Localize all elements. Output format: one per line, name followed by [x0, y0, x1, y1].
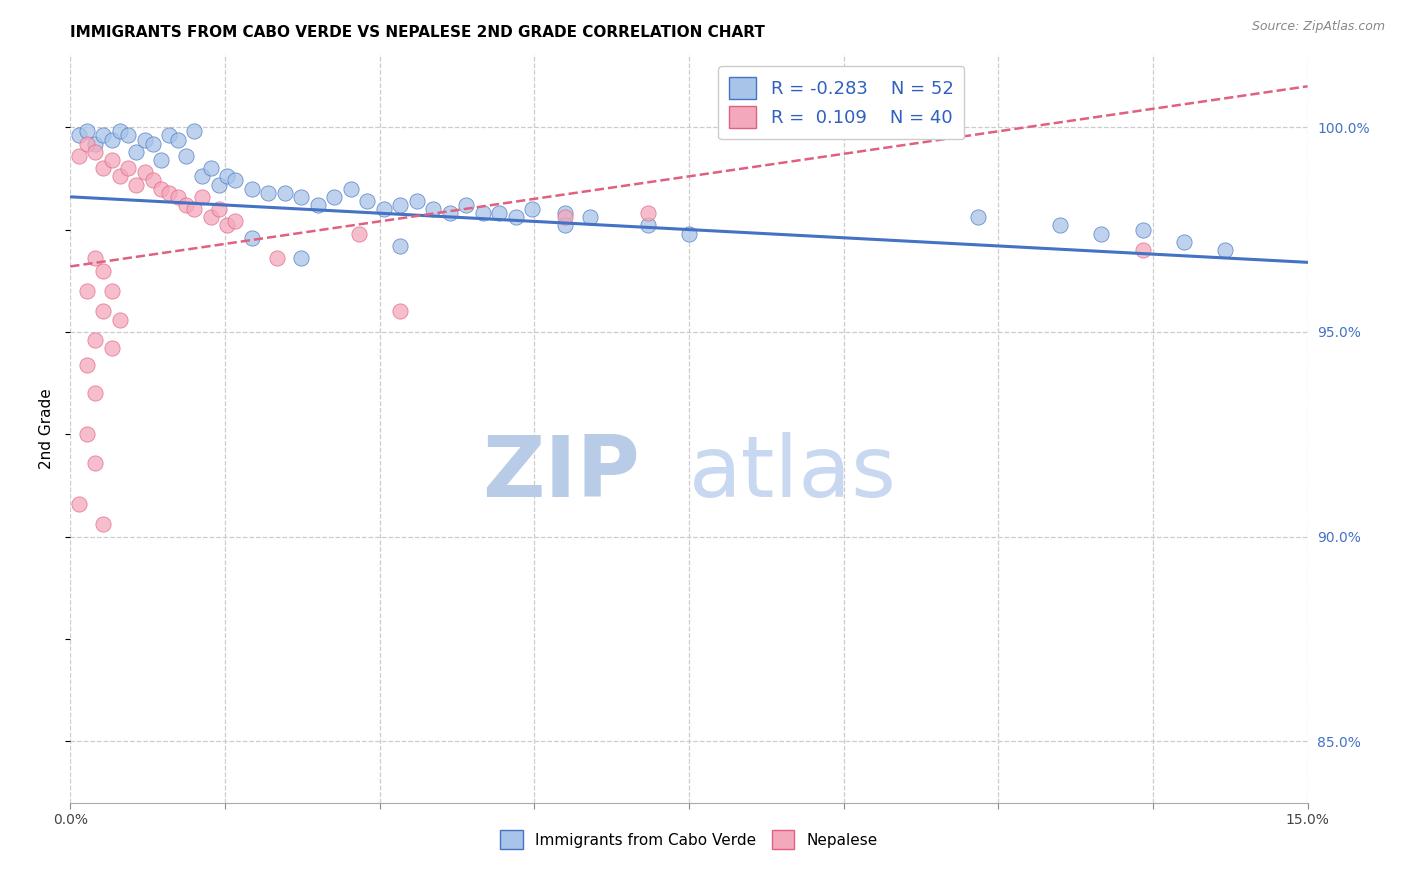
Point: [215, 219, 238, 233]
Point: [200, 211, 222, 225]
Point: [84, 145, 107, 159]
Point: [1132, 243, 1154, 257]
Point: [100, 341, 122, 355]
Point: [215, 169, 238, 184]
Point: [84, 252, 107, 266]
Point: [100, 153, 122, 167]
Point: [91, 304, 114, 318]
Point: [76, 124, 98, 138]
Point: [290, 190, 312, 204]
Text: IMMIGRANTS FROM CABO VERDE VS NEPALESE 2ND GRADE CORRELATION CHART: IMMIGRANTS FROM CABO VERDE VS NEPALESE 2…: [70, 25, 765, 40]
Point: [142, 136, 165, 151]
Point: [1090, 227, 1112, 241]
Point: [134, 132, 156, 146]
Point: [554, 219, 576, 233]
Legend: Immigrants from Cabo Verde, Nepalese: Immigrants from Cabo Verde, Nepalese: [494, 824, 884, 855]
Point: [678, 227, 700, 241]
Point: [257, 186, 280, 200]
Point: [579, 211, 602, 225]
Point: [67, 497, 90, 511]
Point: [208, 202, 231, 216]
Point: [84, 456, 107, 470]
Point: [76, 136, 98, 151]
Point: [191, 169, 214, 184]
Point: [125, 145, 148, 159]
Point: [100, 284, 122, 298]
Point: [166, 132, 188, 146]
Point: [966, 211, 988, 225]
Point: [405, 194, 427, 208]
Point: [67, 149, 90, 163]
Point: [84, 386, 107, 401]
Point: [150, 153, 173, 167]
Point: [274, 186, 297, 200]
Point: [240, 181, 263, 195]
Point: [373, 202, 395, 216]
Text: atlas: atlas: [689, 432, 897, 515]
Point: [224, 173, 246, 187]
Point: [1173, 235, 1195, 249]
Point: [134, 165, 156, 179]
Point: [84, 136, 107, 151]
Text: Source: ZipAtlas.com: Source: ZipAtlas.com: [1251, 20, 1385, 33]
Point: [108, 169, 131, 184]
Point: [76, 427, 98, 442]
Point: [1132, 222, 1154, 236]
Point: [108, 312, 131, 326]
Point: [76, 284, 98, 298]
Point: [183, 202, 205, 216]
Point: [191, 190, 214, 204]
Point: [150, 181, 173, 195]
Point: [505, 211, 527, 225]
Point: [554, 211, 576, 225]
Point: [100, 132, 122, 146]
Point: [389, 198, 412, 212]
Point: [637, 206, 659, 220]
Point: [76, 358, 98, 372]
Point: [200, 161, 222, 176]
Point: [637, 219, 659, 233]
Point: [347, 227, 370, 241]
Point: [91, 517, 114, 532]
Point: [240, 231, 263, 245]
Point: [389, 239, 412, 253]
Y-axis label: 2nd Grade: 2nd Grade: [39, 388, 55, 468]
Point: [307, 198, 329, 212]
Point: [389, 304, 412, 318]
Point: [439, 206, 461, 220]
Text: ZIP: ZIP: [482, 432, 640, 515]
Point: [91, 161, 114, 176]
Point: [174, 149, 197, 163]
Point: [554, 206, 576, 220]
Point: [456, 198, 478, 212]
Point: [91, 128, 114, 143]
Point: [422, 202, 444, 216]
Point: [522, 202, 544, 216]
Point: [157, 128, 180, 143]
Point: [108, 124, 131, 138]
Point: [488, 206, 510, 220]
Point: [183, 124, 205, 138]
Point: [471, 206, 494, 220]
Point: [157, 186, 180, 200]
Point: [174, 198, 197, 212]
Point: [117, 128, 139, 143]
Point: [1049, 219, 1071, 233]
Point: [84, 333, 107, 347]
Point: [290, 252, 312, 266]
Point: [142, 173, 165, 187]
Point: [125, 178, 148, 192]
Point: [91, 263, 114, 277]
Point: [356, 194, 378, 208]
Point: [266, 252, 288, 266]
Point: [117, 161, 139, 176]
Point: [323, 190, 346, 204]
Point: [1213, 243, 1236, 257]
Point: [339, 181, 361, 195]
Point: [67, 128, 90, 143]
Point: [208, 178, 231, 192]
Point: [166, 190, 188, 204]
Point: [224, 214, 246, 228]
